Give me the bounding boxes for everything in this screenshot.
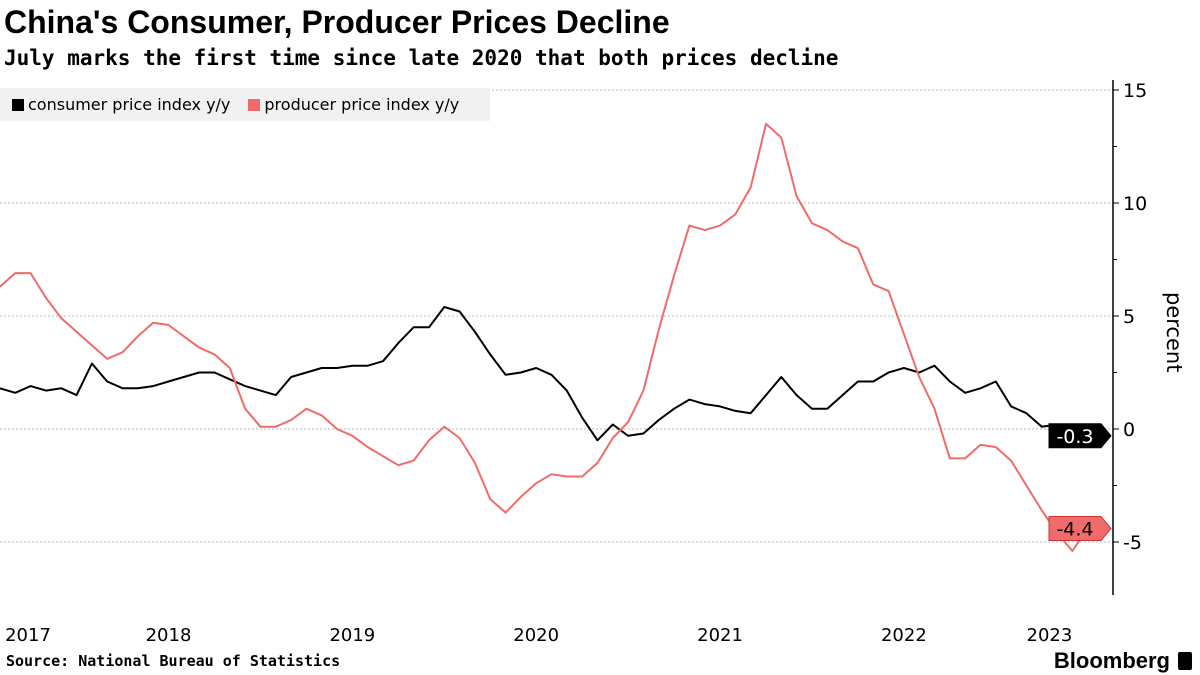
chart-subtitle: July marks the first time since late 202… [4, 46, 839, 70]
x-tick-label: 2021 [697, 625, 743, 646]
chart-title: China's Consumer, Producer Prices Declin… [4, 4, 670, 40]
x-tick-label: 2018 [146, 625, 192, 646]
legend-item-cpi: consumer price index y/y [12, 95, 230, 114]
legend: consumer price index y/y producer price … [0, 88, 490, 121]
last-value-label: -4.4 [1056, 518, 1093, 540]
last-value-tag [1048, 423, 1112, 449]
legend-swatch-cpi [12, 98, 24, 111]
y-axis-label: percent [1162, 292, 1186, 373]
x-tick-label: 2023 [1027, 625, 1073, 646]
y-tick-label: 5 [1123, 306, 1135, 328]
x-tick-label: 2017 [5, 625, 51, 646]
y-tick-label: 10 [1123, 193, 1147, 215]
last-value-label: -0.3 [1056, 426, 1093, 448]
x-tick-label: 2020 [513, 625, 559, 646]
y-tick-label: 15 [1123, 80, 1147, 102]
y-tick-label: -5 [1123, 532, 1142, 554]
source-note: Source: National Bureau of Statistics [6, 652, 341, 670]
legend-label-ppi: producer price index y/y [264, 95, 460, 114]
x-tick-label: 2019 [329, 625, 375, 646]
legend-label-cpi: consumer price index y/y [28, 95, 231, 114]
bloomberg-mark-icon [1178, 652, 1192, 670]
y-tick-label: 0 [1123, 419, 1135, 441]
legend-item-ppi: producer price index y/y [248, 95, 459, 114]
series-line-ppi [0, 122, 1089, 552]
logo-text: Bloomberg [1053, 648, 1170, 673]
series-line-cpi [0, 306, 1089, 442]
x-tick-label: 2022 [881, 625, 927, 646]
last-value-tag [1048, 515, 1112, 541]
legend-swatch-ppi [248, 98, 261, 111]
bloomberg-logo: Bloomberg [1054, 648, 1192, 674]
